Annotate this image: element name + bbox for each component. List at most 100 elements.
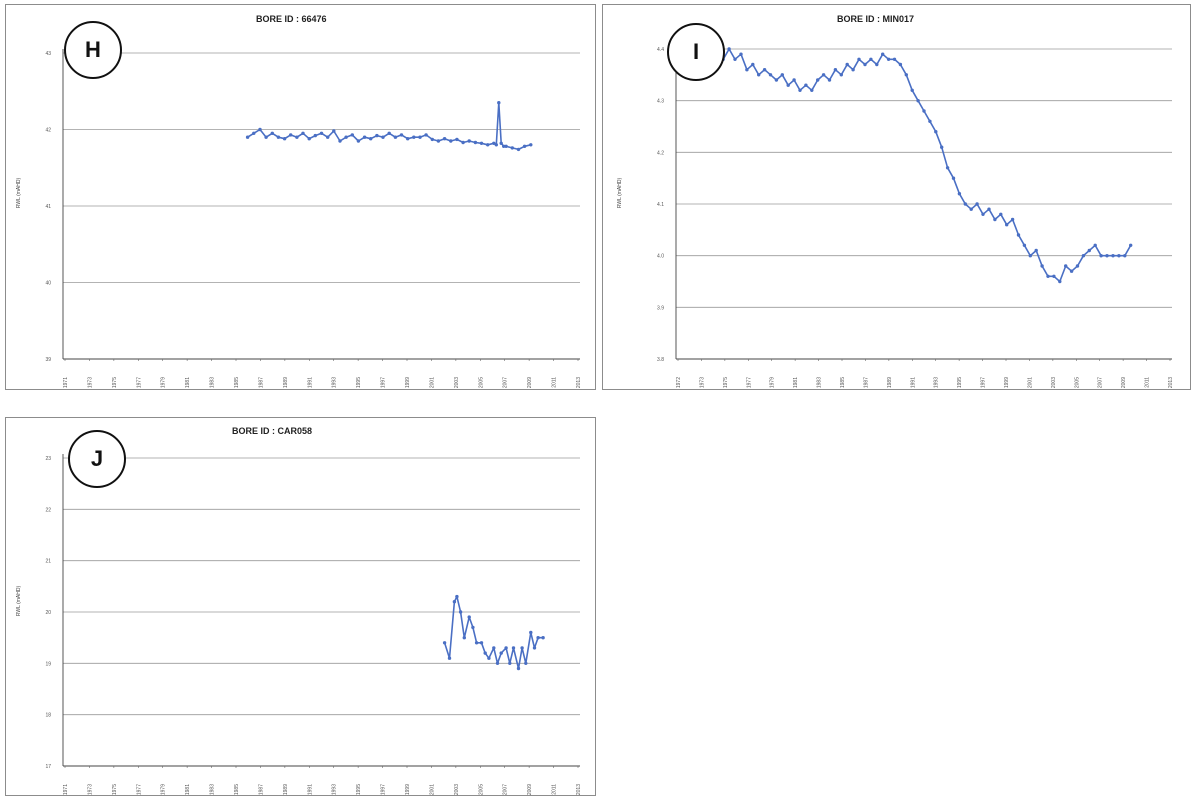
data-point-i [1117,254,1121,258]
y-tick-label-h: 42 [45,128,51,134]
x-tick-label-h: 2007 [503,377,509,388]
x-tick-label-i: 1987 [863,377,869,388]
y-tick-label-j: 19 [45,661,51,667]
y-tick-label-i: 3.8 [657,357,664,363]
data-point-h [276,135,281,139]
data-point-i [904,73,908,77]
x-tick-label-j: 1995 [356,784,362,795]
y-tick-label-i: 4.3 [657,99,664,105]
data-point-i [833,68,838,72]
chart-panel-j: 17 18 19 20 21 22 23 1971 1973 1975 1977 1979 1981 19… [5,417,596,796]
chart-title-i: BORE ID : MIN017 [837,14,915,24]
x-tick-label-j: 1975 [112,784,118,795]
x-tick-label-j: 1979 [161,784,167,795]
x-tick-label-i: 2001 [1027,377,1033,388]
data-point-j [524,661,528,665]
y-tick-label-i: 4.1 [657,202,664,208]
data-point-j [447,656,452,660]
x-tick-label-i: 1972 [676,377,682,388]
data-point-j [483,651,487,655]
data-point-h [479,141,484,145]
x-tick-label-h: 1987 [258,377,264,388]
data-point-i [816,78,820,82]
data-point-j [462,636,466,640]
data-point-h [319,131,324,135]
data-point-i [934,130,938,134]
data-point-h [442,137,447,141]
data-point-i [827,78,832,82]
data-point-i [745,68,749,72]
x-tick-label-i: 2007 [1098,377,1104,388]
data-point-j [508,661,512,665]
data-point-j [487,656,491,660]
chart-svg-h: 39 40 41 42 43 1971 1973 1975 1977 1979 1981 1983 19… [45,49,582,388]
series-line-h [247,101,531,151]
data-point-i [804,83,808,87]
data-point-i [957,192,962,196]
data-point-h [499,141,503,145]
data-point-i [1040,264,1044,268]
data-point-i [1081,254,1086,258]
data-point-h [406,137,410,141]
data-point-h [350,133,354,137]
y-tick-label-h: 43 [45,51,51,57]
data-point-i [1093,243,1097,247]
x-tick-label-i: 1983 [817,377,823,388]
data-point-i [821,73,826,77]
data-point-i [1129,243,1133,247]
x-tick-label-i: 1981 [793,377,799,388]
y-tick-label-h: 40 [45,281,51,287]
x-tick-label-i: 2005 [1074,377,1080,388]
x-tick-label-h: 1977 [136,377,142,388]
data-point-i [786,83,790,87]
data-point-h [449,139,453,143]
x-tick-label-h: 1973 [87,377,93,388]
panel-label-j: J [68,430,126,488]
x-tick-label-j: 2007 [503,784,509,795]
data-point-j [529,630,533,635]
data-point-i [768,73,773,77]
data-point-h [522,144,527,148]
data-point-h [424,133,428,137]
x-tick-label-j: 1987 [258,784,264,795]
data-point-i [940,145,944,149]
data-point-i [733,57,737,61]
y-axis-label-j: RWL (mAHD) [16,585,23,617]
data-point-h [504,144,508,148]
x-tick-label-h: 1989 [283,377,289,388]
data-point-i [1028,254,1032,258]
data-point-i [910,88,914,93]
x-tick-label-j: 1991 [307,784,313,795]
data-point-j [516,666,521,671]
data-point-h [486,143,490,147]
data-point-i [1087,248,1091,253]
data-point-i [845,62,849,67]
data-point-i [1075,264,1080,268]
data-point-i [951,176,956,180]
y-tick-label-j: 18 [45,713,51,719]
data-point-i [798,88,802,93]
data-point-i [774,78,779,82]
data-point-h [258,127,262,132]
x-tick-label-i: 2009 [1121,377,1127,388]
data-point-i [1099,254,1103,258]
x-tick-label-i: 1993 [934,377,940,388]
data-point-i [987,207,991,211]
data-point-h [326,135,330,139]
data-point-h [301,131,305,135]
data-point-j [452,600,457,604]
data-point-i [762,68,767,72]
data-point-i [1052,274,1056,278]
x-tick-label-h: 2005 [478,377,484,388]
y-tick-label-j: 20 [45,610,51,616]
data-point-h [282,137,287,141]
data-point-i [851,68,855,72]
data-point-i [839,73,843,77]
x-tick-label-i: 1985 [840,377,846,388]
x-tick-label-h: 1999 [405,377,411,388]
data-point-h [307,137,311,141]
data-point-h [430,137,434,142]
x-tick-label-j: 1999 [405,784,411,795]
x-tick-label-i: 1989 [887,377,893,388]
data-point-j [455,594,459,599]
